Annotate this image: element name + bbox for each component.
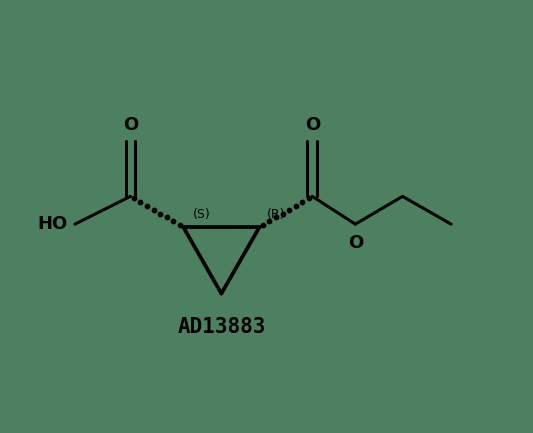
Text: (S): (S) — [193, 208, 211, 221]
Text: O: O — [348, 234, 363, 252]
Text: HO: HO — [38, 215, 68, 233]
Text: AD13883: AD13883 — [177, 317, 265, 337]
Text: O: O — [305, 116, 320, 134]
Text: O: O — [123, 116, 138, 134]
Text: (R): (R) — [266, 208, 285, 221]
